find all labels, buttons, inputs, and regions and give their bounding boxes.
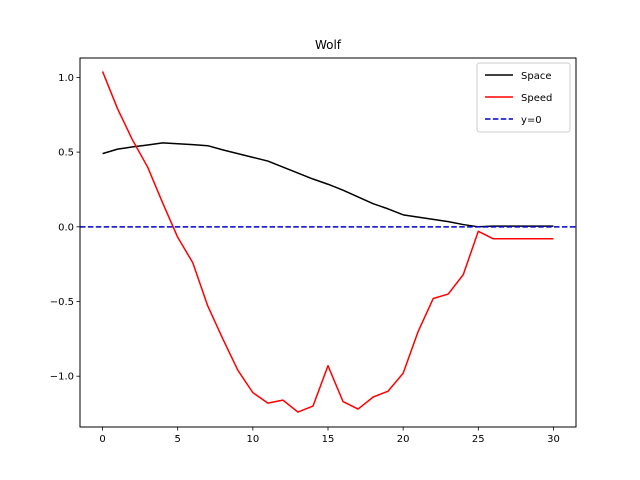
x-tick-label: 0 xyxy=(99,434,105,445)
x-tick-label: 5 xyxy=(175,434,181,445)
legend: Space Speed y=0 xyxy=(476,62,571,133)
y-tick-label: 0.0 xyxy=(58,222,74,233)
x-tick-label: 30 xyxy=(547,434,560,445)
y-tick-label: 0.5 xyxy=(58,148,74,159)
x-tick-label: 25 xyxy=(472,434,485,445)
y-tick-label: 1.0 xyxy=(58,73,74,84)
x-tick-label: 10 xyxy=(246,434,259,445)
legend-box xyxy=(476,62,571,133)
x-axis: 0 5 10 15 20 25 30 xyxy=(99,427,560,445)
x-tick-label: 20 xyxy=(397,434,410,445)
legend-label: Speed xyxy=(521,93,552,104)
chart-title: Wolf xyxy=(315,38,342,52)
y-tick-label: −0.5 xyxy=(50,297,74,308)
legend-label: Space xyxy=(521,71,551,82)
series-line-1 xyxy=(101,71,554,413)
y-tick-label: −1.0 xyxy=(50,372,74,383)
plot-lines xyxy=(80,71,576,413)
legend-label: y=0 xyxy=(521,115,542,126)
y-axis: −1.0 −0.5 0.0 0.5 1.0 xyxy=(50,73,80,383)
x-tick-label: 15 xyxy=(322,434,335,445)
